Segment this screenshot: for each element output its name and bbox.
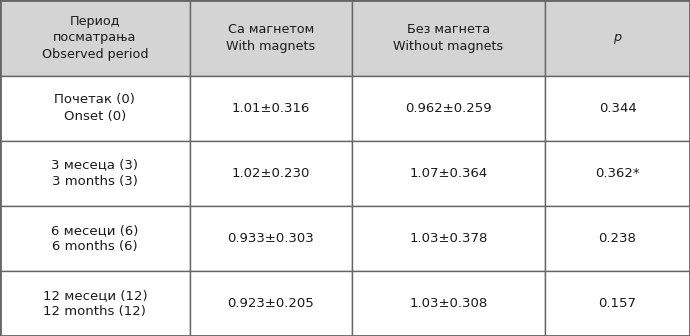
Text: 1.02±0.230: 1.02±0.230 — [232, 167, 310, 180]
Bar — [0, 141, 190, 206]
Bar — [0, 0, 190, 76]
Text: 1.01±0.316: 1.01±0.316 — [232, 102, 310, 115]
Bar — [545, 206, 690, 271]
Bar — [545, 271, 690, 336]
Bar — [352, 76, 545, 141]
Bar — [545, 0, 690, 76]
Text: Период
посматрања
Observed period: Период посматрања Observed period — [41, 15, 148, 61]
Text: 6 месеци (6)
6 months (6): 6 месеци (6) 6 months (6) — [51, 224, 139, 253]
Text: 1.03±0.308: 1.03±0.308 — [409, 297, 488, 310]
Bar — [190, 0, 352, 76]
Bar — [190, 271, 352, 336]
Text: 12 месеци (12)
12 months (12): 12 месеци (12) 12 months (12) — [43, 289, 147, 318]
Text: 0.344: 0.344 — [599, 102, 636, 115]
Text: 0.962±0.259: 0.962±0.259 — [405, 102, 492, 115]
Text: 0.362*: 0.362* — [595, 167, 640, 180]
Bar — [545, 141, 690, 206]
Bar — [0, 76, 190, 141]
Text: Без магнета
Without magnets: Без магнета Without magnets — [393, 23, 504, 52]
Bar — [190, 206, 352, 271]
Bar — [190, 76, 352, 141]
Text: 1.07±0.364: 1.07±0.364 — [409, 167, 488, 180]
Text: Почетак (0)
Onset (0): Почетак (0) Onset (0) — [55, 93, 135, 123]
Text: 3 месеца (3)
3 months (3): 3 месеца (3) 3 months (3) — [51, 159, 139, 188]
Bar — [352, 271, 545, 336]
Bar — [0, 206, 190, 271]
Bar — [0, 271, 190, 336]
Text: 0.157: 0.157 — [598, 297, 637, 310]
Text: Са магнетом
With magnets: Са магнетом With magnets — [226, 23, 315, 52]
Text: 0.238: 0.238 — [599, 232, 636, 245]
Text: 1.03±0.378: 1.03±0.378 — [409, 232, 488, 245]
Text: 0.933±0.303: 0.933±0.303 — [228, 232, 314, 245]
Bar — [352, 206, 545, 271]
Bar — [545, 76, 690, 141]
Text: p: p — [613, 31, 622, 44]
Text: 0.923±0.205: 0.923±0.205 — [228, 297, 314, 310]
Bar — [352, 141, 545, 206]
Bar — [190, 141, 352, 206]
Bar — [352, 0, 545, 76]
